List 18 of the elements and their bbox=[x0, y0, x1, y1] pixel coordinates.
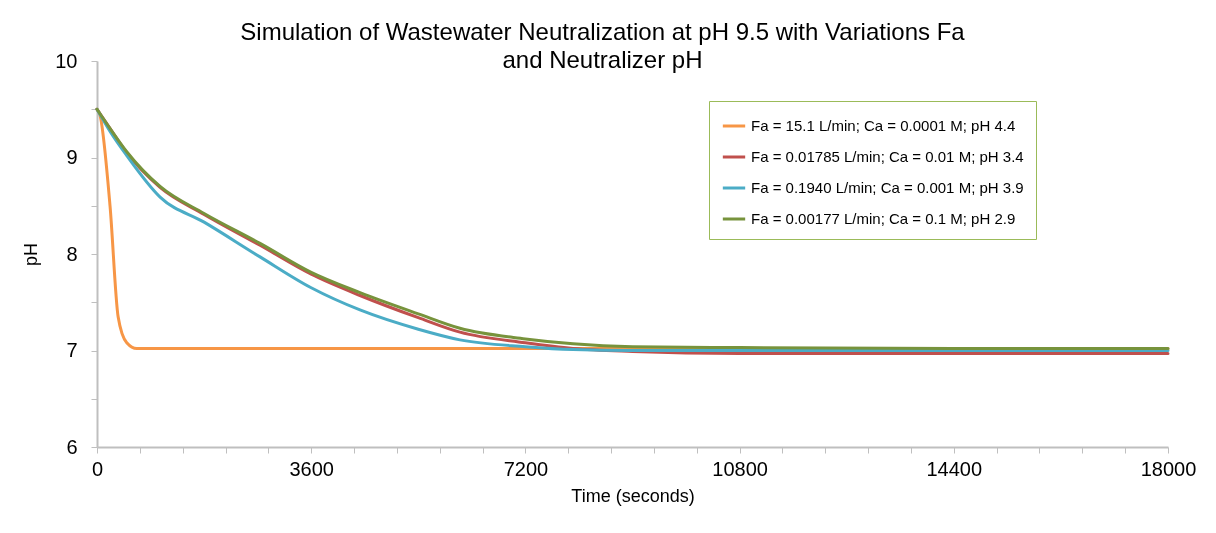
legend-label: Fa = 15.1 L/min; Ca = 0.0001 M; pH 4.4 bbox=[751, 117, 1016, 134]
y-tick-label: 6 bbox=[66, 435, 78, 458]
legend-label: Fa = 0.00177 L/min; Ca = 0.1 M; pH 2.9 bbox=[751, 210, 1016, 227]
x-axis-title: Time (seconds) bbox=[571, 485, 695, 506]
y-tick-label: 9 bbox=[66, 146, 78, 168]
x-tick-label: 14400 bbox=[926, 457, 983, 480]
x-tick-label: 18000 bbox=[1140, 457, 1197, 480]
legend-label: Fa = 0.01785 L/min; Ca = 0.01 M; pH 3.4 bbox=[751, 148, 1024, 165]
y-tick-label: 7 bbox=[66, 339, 78, 361]
y-tick-label: 10 bbox=[55, 49, 78, 72]
y-axis-title: pH bbox=[21, 242, 42, 267]
x-tick-label: 0 bbox=[91, 457, 104, 480]
y-tick-label: 8 bbox=[66, 242, 78, 265]
legend-label: Fa = 0.1940 L/min; Ca = 0.001 M; pH 3.9 bbox=[751, 179, 1024, 196]
x-tick-label: 10800 bbox=[712, 457, 768, 480]
x-tick-label: 3600 bbox=[289, 457, 334, 480]
chart-title: Simulation of Wastewater Neutralization at pH 9.5 with Variations Fa and Neutralizer pH bbox=[240, 18, 966, 73]
x-tick-label: 7200 bbox=[503, 457, 549, 480]
